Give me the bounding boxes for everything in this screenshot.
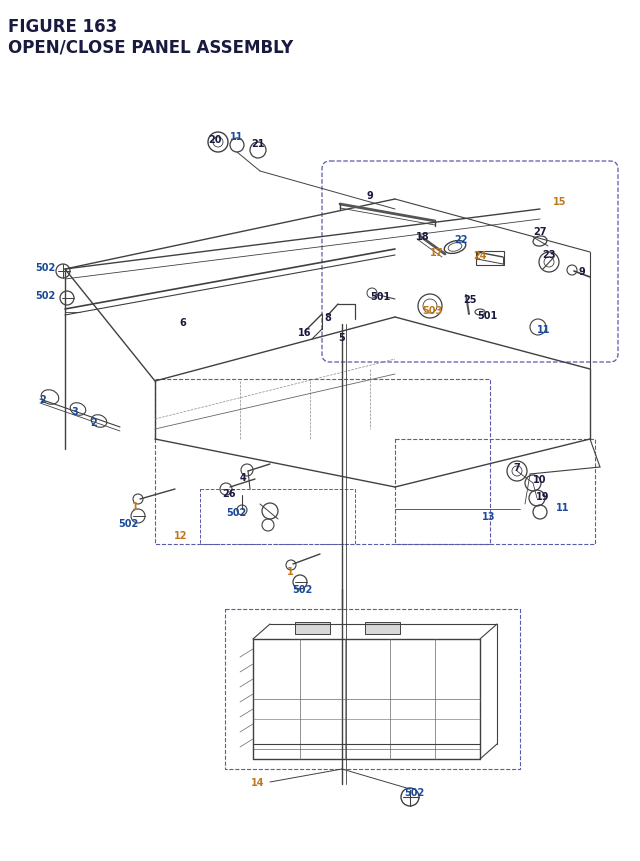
Circle shape (131, 510, 145, 523)
Text: 11: 11 (537, 325, 551, 335)
Text: 6: 6 (180, 318, 186, 328)
Bar (295, 623, 330, 635)
Text: 502: 502 (226, 507, 246, 517)
Text: 20: 20 (208, 135, 221, 145)
Text: 7: 7 (514, 462, 520, 473)
Text: 5: 5 (339, 332, 346, 343)
Text: 18: 18 (416, 232, 430, 242)
Text: 24: 24 (473, 251, 487, 261)
Text: 26: 26 (222, 488, 236, 499)
Text: FIGURE 163: FIGURE 163 (8, 18, 117, 36)
Text: 12: 12 (174, 530, 188, 541)
Text: 4: 4 (239, 473, 246, 482)
Text: 19: 19 (536, 492, 550, 501)
Text: 503: 503 (422, 306, 442, 316)
Text: 501: 501 (477, 311, 497, 320)
Bar (365, 623, 400, 635)
Text: 502: 502 (35, 263, 55, 273)
Text: 8: 8 (324, 313, 332, 323)
Text: 23: 23 (542, 250, 556, 260)
Circle shape (401, 788, 419, 806)
Text: 502: 502 (292, 585, 312, 594)
Text: 9: 9 (367, 191, 373, 201)
Text: OPEN/CLOSE PANEL ASSEMBLY: OPEN/CLOSE PANEL ASSEMBLY (8, 38, 293, 56)
Text: 17: 17 (430, 248, 444, 257)
Text: 15: 15 (553, 197, 567, 207)
Text: 502: 502 (118, 518, 138, 529)
Text: 502: 502 (35, 291, 55, 300)
Text: 14: 14 (252, 777, 265, 787)
Text: 10: 10 (533, 474, 547, 485)
Bar (476, 251, 504, 266)
Text: 3: 3 (72, 406, 78, 417)
Text: 1: 1 (132, 501, 138, 511)
Circle shape (60, 292, 74, 306)
Text: 2: 2 (91, 418, 97, 428)
Text: 13: 13 (483, 511, 496, 522)
Circle shape (237, 505, 247, 516)
Text: 16: 16 (298, 328, 312, 338)
Text: 2: 2 (40, 394, 46, 405)
Text: 27: 27 (533, 226, 547, 237)
Text: 21: 21 (252, 139, 265, 149)
Circle shape (56, 264, 70, 279)
Text: 502: 502 (404, 787, 424, 797)
Text: 501: 501 (370, 292, 390, 301)
Text: 1: 1 (287, 567, 293, 576)
Circle shape (293, 575, 307, 589)
Text: 9: 9 (579, 267, 586, 276)
Text: 22: 22 (454, 235, 468, 245)
Text: 11: 11 (230, 132, 244, 142)
Text: 11: 11 (556, 503, 570, 512)
Text: 25: 25 (463, 294, 477, 305)
